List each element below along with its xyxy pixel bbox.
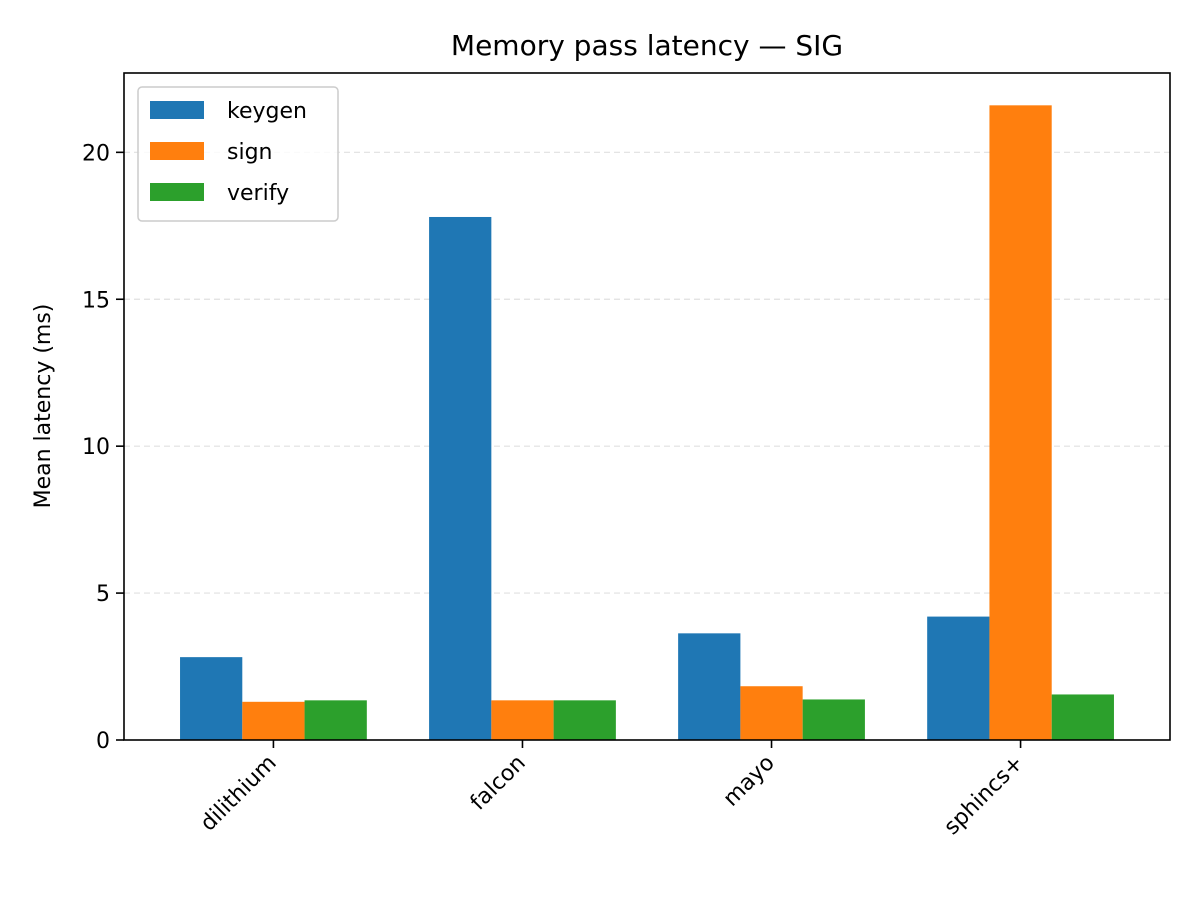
y-tick-label: 20: [82, 141, 110, 166]
legend-swatch-verify: [150, 183, 204, 201]
y-axis-label: Mean latency (ms): [31, 304, 56, 509]
plot-frame: [123, 72, 1171, 741]
legend-swatch-sign: [150, 142, 204, 160]
bar-sign-dilithium: [242, 701, 305, 740]
legend: keygen sign verify: [137, 86, 339, 222]
y-tick-label: 10: [82, 435, 110, 460]
bar-keygen-falcon: [429, 216, 492, 740]
bar-sign-mayo: [740, 686, 803, 740]
y-axis: 0 5 10 15 20: [82, 141, 124, 754]
bar-verify-sphincs+: [1051, 694, 1114, 740]
legend-label: keygen: [227, 99, 307, 124]
legend-label: sign: [227, 140, 272, 165]
bar-verify-falcon: [553, 700, 616, 740]
bar-keygen-dilithium: [180, 657, 243, 740]
legend-label: verify: [227, 181, 289, 206]
bar-keygen-mayo: [678, 633, 741, 740]
bars: [180, 105, 1114, 740]
y-tick-label: 15: [82, 288, 110, 313]
bar-keygen-sphincs+: [927, 616, 990, 740]
bar-verify-dilithium: [304, 700, 367, 740]
bar-verify-mayo: [802, 699, 865, 740]
bar-sign-falcon: [491, 700, 554, 740]
bar-sign-sphincs+: [989, 105, 1052, 740]
y-tick-label: 0: [96, 729, 110, 754]
legend-swatch-keygen: [150, 101, 204, 119]
chart-title: Memory pass latency — SIG: [451, 29, 843, 62]
y-tick-label: 5: [96, 582, 110, 607]
